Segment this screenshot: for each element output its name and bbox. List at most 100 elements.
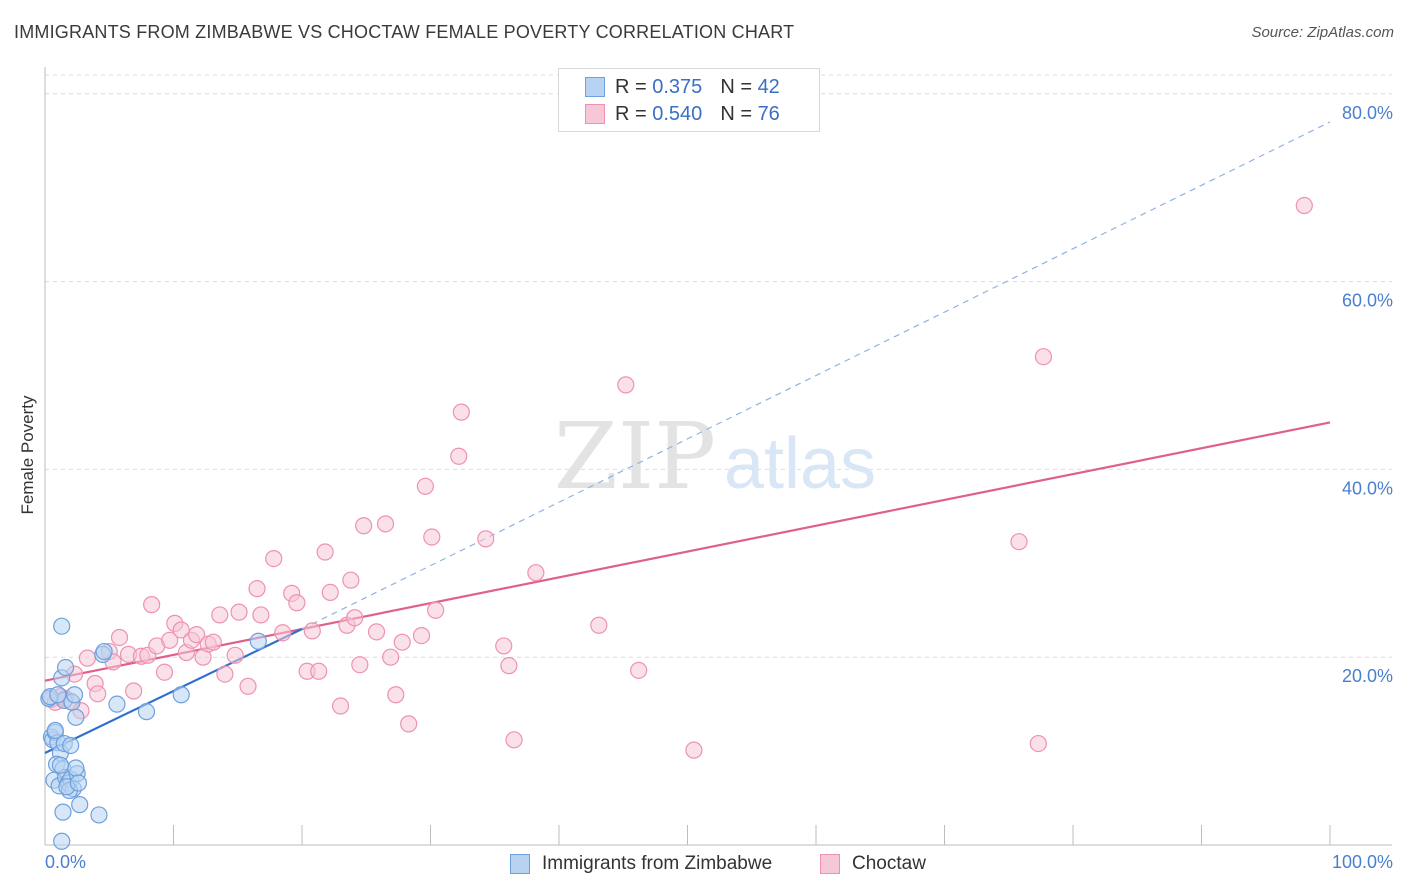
zimbabwe-point bbox=[53, 832, 71, 850]
choctaw-point bbox=[204, 633, 222, 651]
choctaw-point bbox=[252, 606, 270, 624]
choctaw-point bbox=[230, 603, 248, 621]
watermark: ZIP atlas bbox=[554, 403, 876, 510]
choctaw-point bbox=[1029, 734, 1047, 753]
choctaw-point bbox=[188, 626, 206, 644]
zimbabwe-point bbox=[69, 774, 88, 792]
legend-label-choctaw: Choctaw bbox=[852, 853, 926, 874]
legend-item-choctaw[interactable]: Choctaw bbox=[820, 852, 926, 876]
choctaw-point bbox=[226, 646, 244, 664]
r-value-zimbabwe: 0.375 bbox=[652, 75, 703, 98]
zimbabwe-point bbox=[137, 703, 156, 721]
choctaw-point bbox=[110, 628, 129, 647]
n-label: N = bbox=[720, 102, 752, 125]
legend-swatch-zimbabwe bbox=[510, 854, 530, 874]
y-tick-label: 40.0% bbox=[1342, 478, 1393, 498]
axes bbox=[44, 67, 1392, 846]
legend-swatch-choctaw bbox=[585, 104, 605, 124]
choctaw-point bbox=[412, 626, 431, 645]
choctaw-point bbox=[617, 376, 635, 394]
legend-swatch-choctaw bbox=[820, 854, 840, 874]
choctaw-point bbox=[143, 596, 161, 614]
choctaw-point bbox=[495, 637, 513, 655]
choctaw-point bbox=[355, 517, 373, 535]
zimbabwe-point bbox=[46, 721, 64, 740]
zimbabwe-point bbox=[54, 803, 72, 821]
choctaw-point bbox=[331, 697, 350, 715]
choctaw-point bbox=[239, 677, 257, 695]
x-tick-label: 0.0% bbox=[45, 852, 86, 872]
zimbabwe-point bbox=[62, 736, 80, 755]
choctaw-point bbox=[288, 594, 306, 612]
choctaw-point bbox=[452, 403, 470, 421]
zimbabwe-point bbox=[249, 632, 267, 650]
choctaw-point bbox=[500, 657, 518, 675]
choctaw-point bbox=[590, 616, 608, 634]
choctaw-point bbox=[477, 530, 495, 548]
choctaw-point bbox=[505, 731, 523, 749]
choctaw-point bbox=[382, 648, 400, 666]
zimbabwe-point bbox=[53, 617, 71, 635]
zimbabwe-point bbox=[95, 642, 113, 661]
tick-labels: 20.0% 40.0% 60.0% 80.0% 0.0% 100.0% bbox=[45, 103, 1393, 872]
choctaw-point bbox=[155, 663, 174, 681]
y-tick-label: 80.0% bbox=[1342, 103, 1393, 123]
y-tick-label: 20.0% bbox=[1342, 666, 1393, 686]
choctaw-point bbox=[211, 606, 229, 624]
choctaw-point bbox=[685, 741, 703, 759]
choctaw-point bbox=[265, 549, 283, 568]
choctaw-point bbox=[427, 601, 445, 619]
choctaw-point bbox=[89, 685, 107, 703]
choctaw-point bbox=[274, 624, 292, 642]
choctaw-point bbox=[527, 564, 545, 582]
choctaw-point bbox=[1034, 348, 1053, 366]
source-label: Source: ZipAtlas.com bbox=[1251, 24, 1394, 41]
choctaw-point bbox=[387, 686, 405, 704]
watermark-zip: ZIP bbox=[554, 403, 716, 510]
choctaw-point bbox=[321, 583, 339, 602]
n-value-choctaw: 76 bbox=[757, 102, 780, 125]
zimbabwe-point bbox=[90, 806, 108, 824]
watermark-atlas: atlas bbox=[724, 424, 876, 504]
choctaw-point bbox=[1295, 196, 1313, 215]
r-label: R = bbox=[615, 102, 647, 125]
choctaw-point bbox=[248, 580, 266, 598]
choctaw-point bbox=[342, 571, 360, 589]
choctaw-point bbox=[161, 631, 179, 649]
choctaw-point bbox=[393, 633, 411, 651]
choctaw-point bbox=[416, 477, 434, 495]
n-label: N = bbox=[720, 75, 752, 98]
zimbabwe-point bbox=[65, 686, 84, 704]
correlation-legend: R = 0.375 N = 42 R = 0.540 N = 76 bbox=[558, 68, 820, 132]
choctaw-point bbox=[423, 528, 441, 546]
r-label: R = bbox=[615, 75, 647, 98]
zimbabwe-trend-extension bbox=[301, 121, 1331, 630]
chart-title: IMMIGRANTS FROM ZIMBABWE VS CHOCTAW FEMA… bbox=[14, 22, 795, 42]
choctaw-point bbox=[216, 665, 234, 683]
legend-label-zimbabwe: Immigrants from Zimbabwe bbox=[542, 853, 773, 874]
zimbabwe-point bbox=[172, 686, 190, 704]
legend-swatch-zimbabwe bbox=[585, 77, 605, 97]
choctaw-point bbox=[1010, 533, 1028, 551]
zimbabwe-point bbox=[51, 756, 70, 774]
data-points bbox=[40, 196, 1313, 850]
choctaw-point bbox=[346, 609, 364, 627]
choctaw-point bbox=[450, 447, 468, 465]
n-value-zimbabwe: 42 bbox=[757, 75, 780, 98]
zimbabwe-point bbox=[67, 759, 85, 777]
zimbabwe-point bbox=[56, 658, 75, 677]
choctaw-point bbox=[351, 656, 369, 674]
legend-row-zimbabwe: R = 0.375 N = 42 bbox=[585, 75, 780, 99]
y-tick-label: 60.0% bbox=[1342, 291, 1393, 311]
legend-item-zimbabwe[interactable]: Immigrants from Zimbabwe bbox=[510, 852, 772, 876]
x-tick-label: 100.0% bbox=[1332, 852, 1393, 872]
zimbabwe-point bbox=[108, 695, 126, 713]
choctaw-point bbox=[400, 715, 418, 733]
zimbabwe-point bbox=[49, 686, 67, 704]
r-value-choctaw: 0.540 bbox=[652, 102, 703, 125]
gridlines bbox=[45, 74, 1392, 658]
choctaw-point bbox=[310, 662, 328, 680]
zimbabwe-point bbox=[67, 708, 85, 726]
choctaw-point bbox=[78, 649, 97, 667]
